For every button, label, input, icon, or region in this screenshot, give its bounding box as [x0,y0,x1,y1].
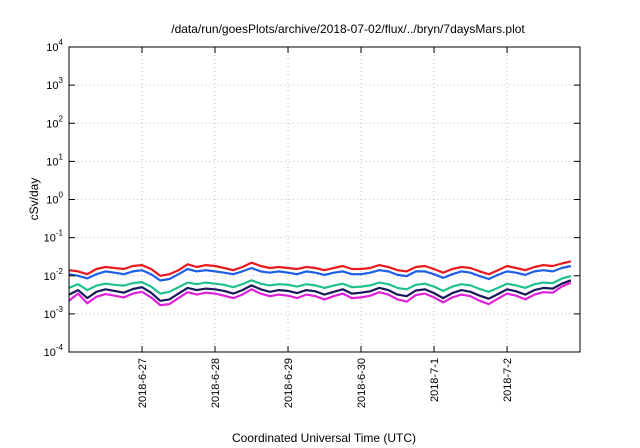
x-axis: 2018-6-27 2018-6-28 2018-6-29 2018-6-30 2018… [137,47,514,408]
x-tick-label: 2018-6-27 [137,358,149,408]
series-line-4 [68,279,572,302]
chart-title: /data/run/goesPlots/archive/2018-07-02/f… [171,22,525,36]
series-line-5 [68,281,572,307]
series-line-1 [68,260,572,277]
series-line-2 [68,264,572,282]
grid [69,47,580,352]
x-tick-label: 2018-6-30 [356,358,368,408]
x-tick-label: 2018-7-1 [429,358,441,402]
series-group [68,260,572,307]
x-tick-label: 2018-6-29 [283,358,295,408]
series-line-3 [68,275,572,295]
y-axis-title: cSv/day [27,178,41,221]
x-tick-label: 2018-7-2 [502,358,514,402]
x-tick-label: 2018-6-28 [210,358,222,408]
x-axis-title: Coordinated Universal Time (UTC) [232,431,416,445]
